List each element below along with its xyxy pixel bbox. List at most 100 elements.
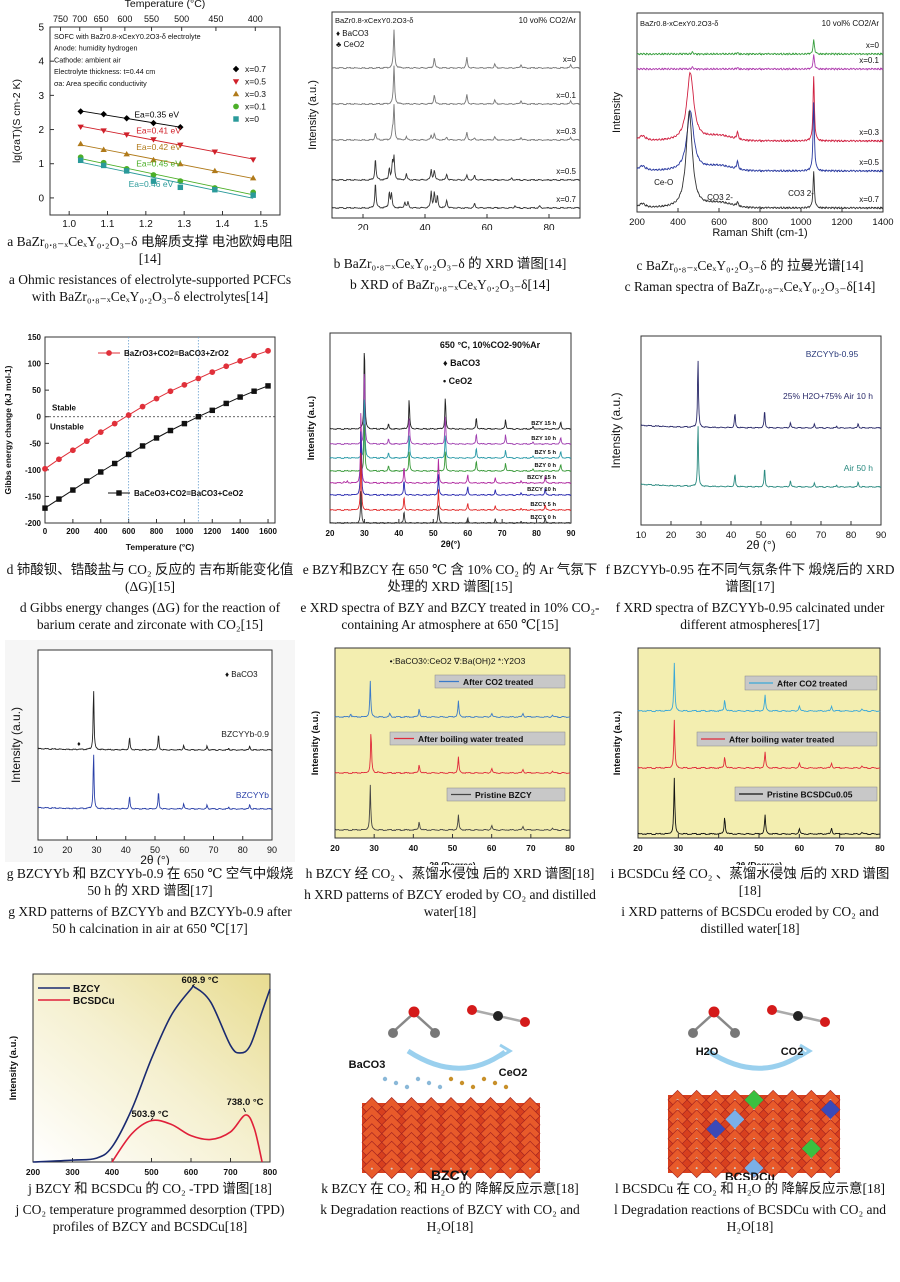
x-tick-label: 80 <box>565 843 575 853</box>
x-tick-label: 10 <box>33 845 43 855</box>
xrd-pattern <box>640 426 882 489</box>
unstable-label: Unstable <box>50 423 84 432</box>
caption-f-en: f XRD spectra of BZCYYb-0.95 calcinated … <box>615 600 885 632</box>
lattice-atom <box>772 1167 775 1170</box>
series-label: 25% H2O+75% Air 10 h <box>783 391 873 401</box>
x-tick-label: 70 <box>816 530 827 541</box>
series-label: Air 50 h <box>844 463 874 473</box>
data-point <box>153 395 160 402</box>
caption-e-en: e XRD spectra of BZY and BZCY treated in… <box>300 600 600 632</box>
surface-atom <box>448 1076 454 1082</box>
legend-label: After CO2 treated <box>777 679 847 689</box>
x-tick-label: 1000 <box>175 527 193 536</box>
x-tick-label: 300 <box>65 1167 79 1177</box>
tpd-curve <box>111 1114 263 1163</box>
data-point <box>181 381 188 388</box>
x-tick-label: 500 <box>144 1167 158 1177</box>
y-axis-label: Intensity (a.u.) <box>8 1036 19 1100</box>
series-label: BZCY 10 h <box>527 487 556 493</box>
data-point <box>42 465 48 472</box>
data-point <box>70 487 76 493</box>
caption-j-cn: j BZCY 和 BCSDCu 的 CO₂ -TPD 谱图[18] <box>28 1181 272 1196</box>
data-point <box>42 505 48 511</box>
x-tick-label: 40 <box>394 529 403 538</box>
x-tick-label: 40 <box>714 843 724 853</box>
panel-f: 10 20 30 40 50 60 70 80 90 2θ (°) Intensity (a.u.)… <box>600 330 900 640</box>
panel-e: 20 30 40 50 60 70 80 90 2θ(°) Intensity (a.u.) 650… <box>300 330 600 640</box>
surface-atom <box>492 1080 498 1086</box>
data-point <box>125 412 132 418</box>
top-tick-label: 500 <box>174 14 189 24</box>
legend-marker <box>232 79 240 85</box>
surface-atom <box>393 1080 399 1086</box>
legend-marker <box>233 116 239 122</box>
legend-label: x=0.3 <box>245 89 266 99</box>
y-tick-label: -50 <box>29 439 41 448</box>
x-tick-label: 80 <box>532 529 541 538</box>
series-label: x=0 <box>866 41 880 50</box>
data-point <box>153 435 160 441</box>
legend-label: ♦ BaCO3 <box>336 29 369 38</box>
data-point <box>150 137 157 143</box>
data-point <box>123 115 130 122</box>
x-tick-label: 80 <box>238 845 248 855</box>
data-point <box>265 347 271 354</box>
data-point <box>209 407 215 414</box>
top-tick-label: 550 <box>144 14 159 24</box>
xrd-pattern <box>329 452 572 512</box>
xrd-pattern <box>637 719 881 770</box>
xrd-pattern <box>637 662 881 713</box>
data-point <box>265 383 271 389</box>
data-point <box>212 186 218 193</box>
x-tick-label: 30 <box>674 843 684 853</box>
data-point <box>251 352 257 359</box>
annotation: SOFC with BaZr0.8-xCexY0.2O3-δ electroly… <box>54 32 201 41</box>
data-point <box>56 456 62 463</box>
x-tick-label: 90 <box>567 529 576 538</box>
plot-frame <box>49 26 281 216</box>
x-axis-label: Raman Shift (cm-1) <box>712 227 807 239</box>
caption-a-en: a Ohmic resistances of electrolyte-suppo… <box>8 272 292 304</box>
lattice-atom <box>733 1167 736 1170</box>
bzcy-label: BZCY <box>431 1167 470 1180</box>
x-axis-label: 2θ (Degree) <box>736 860 782 865</box>
legend-marker <box>232 90 240 97</box>
caption-e: e BZY和BZCY 在 650 ℃ 含 10% CO₂ 的 Ar 气氛下处理的… <box>300 561 600 633</box>
data-point <box>177 142 184 149</box>
x-tick-label: 30 <box>369 843 379 853</box>
data-point <box>177 123 184 131</box>
peak-annotation: 608.9 °C <box>181 975 218 986</box>
x-tick-label: 800 <box>150 527 164 536</box>
xrd-pattern <box>329 352 572 431</box>
x-tick-label: 50 <box>150 845 160 855</box>
surface-atom <box>382 1076 388 1082</box>
panel-d: 0 200 400 600 800 1000 1200 1400 1600 -200 -150 -10… <box>0 330 300 640</box>
data-point <box>69 447 76 454</box>
hydrogen-atom <box>388 1028 398 1038</box>
x-tick-label: 40 <box>409 843 419 853</box>
x-tick-label: 1200 <box>203 527 221 536</box>
oxygen-atom <box>767 1005 777 1015</box>
legend-label: After boiling water treated <box>418 734 523 744</box>
legend-label: • CeO2 <box>443 376 472 386</box>
arrow-head-icon <box>799 1043 813 1059</box>
data-point <box>251 388 257 394</box>
annotation: Cathode: ambient air <box>54 55 121 64</box>
caption-c-cn: c BaZr₀.₈₋ₓCeₓY₀.₂O₃₋δ 的 拉曼光谱[14] <box>636 258 864 273</box>
annotation: σa: Area specific conductivity <box>54 79 147 88</box>
caption-l: l BCSDCu 在 CO₂ 和 H₂O 的 降解反应示意[18] l Degr… <box>600 1180 900 1235</box>
legend-label: BaZrO3+CO2=BaCO3+ZrO2 <box>124 349 229 358</box>
raman-spectrum <box>636 71 884 143</box>
xrd-pattern <box>329 373 572 446</box>
chart-a: 1.0 1.1 1.2 1.3 1.4 1.5 0 1 2 3 4 5 Temperature (°C)… <box>11 0 281 230</box>
caption-k: k BZCY 在 CO₂ 和 H₂O 的 降解反应示意[18] k Degrad… <box>300 1180 600 1235</box>
activation-energy-label: Ea=0.46 eV <box>129 179 174 189</box>
caption-l-en: l Degradation reactions of BCSDCu with C… <box>613 1202 887 1234</box>
data-point <box>100 162 107 169</box>
data-point <box>111 460 118 467</box>
x-tick-label: 1.1 <box>101 219 115 230</box>
panel-j: 200300400500600700800Temperature (°C)Int… <box>0 965 300 1282</box>
data-point <box>56 496 62 502</box>
header-right: 10 vol% CO2/Ar <box>822 19 880 28</box>
x-axis-label: 2θ (Degree) <box>429 860 475 865</box>
